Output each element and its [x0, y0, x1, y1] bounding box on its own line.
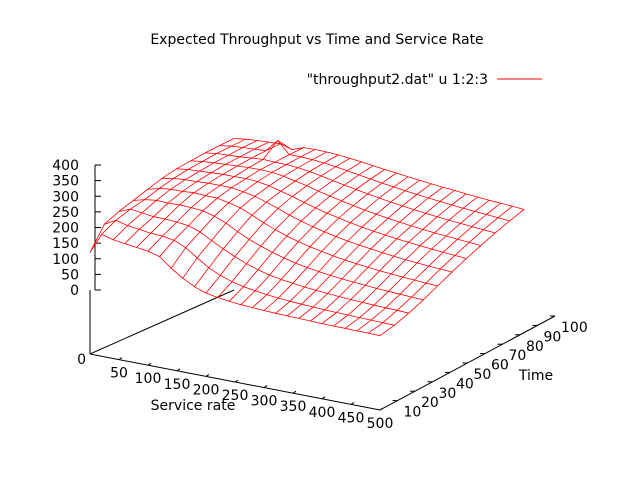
surface-line-rate-420	[333, 196, 478, 327]
x-tick-mark	[263, 385, 268, 389]
x-tick-label: 500	[367, 416, 394, 432]
y-tick-label: 70	[509, 348, 527, 364]
surface-line-time-70	[190, 160, 481, 246]
surface-line-time-80	[205, 152, 496, 234]
y-tick-label: 60	[491, 358, 509, 374]
surface-line-rate-80	[136, 143, 281, 248]
x-tick-mark	[205, 373, 210, 377]
x-tick-label: 300	[251, 394, 278, 410]
x-tick-mark	[147, 362, 152, 366]
z-tick-label: 200	[52, 221, 79, 237]
surface-line-rate-500	[379, 209, 525, 337]
surface-line-rate-40	[112, 140, 258, 241]
surface-line-rate-200	[205, 158, 351, 294]
z-tick-label: 50	[61, 267, 79, 283]
surface-line-time-10	[104, 219, 395, 326]
z-tick-label: 300	[52, 189, 79, 205]
surface-line-time-40	[147, 188, 438, 287]
surface-line-rate-220	[217, 161, 362, 298]
surface-line-rate-100	[147, 140, 293, 252]
surface-line-rate-480	[368, 205, 513, 334]
surface-line-rate-280	[252, 172, 397, 308]
x-tick-label: 250	[222, 388, 249, 404]
y-tick-label: 100	[561, 320, 588, 336]
surface-line-rate-60	[124, 141, 269, 244]
x-tick-mark	[321, 396, 326, 400]
y-tick-label: 90	[544, 329, 562, 345]
x-tick-label: 450	[338, 410, 365, 426]
surface-line-time-100	[233, 138, 525, 210]
base-tick-label: 0	[77, 352, 86, 368]
y-tick-label: 40	[456, 376, 474, 392]
y-tick-label: 30	[439, 386, 457, 402]
surface-line-rate-260	[240, 169, 386, 305]
z-tick-label: 250	[52, 205, 79, 221]
x-tick-mark	[118, 357, 123, 361]
x-tick-label: 200	[193, 382, 220, 398]
surface-line-rate-360	[298, 186, 444, 319]
z-tick-label: 400	[52, 158, 79, 174]
x-axis-label: Service rate	[151, 398, 236, 414]
back-axis-line	[89, 289, 235, 355]
x-tick-mark	[379, 407, 384, 411]
surface-mesh	[89, 138, 525, 337]
surface-line-time-0	[89, 234, 381, 337]
surface-line-rate-240	[228, 165, 374, 302]
y-axis-label: Time	[518, 368, 553, 384]
x-tick-label: 350	[280, 399, 307, 415]
surface-line-time-20	[118, 208, 409, 314]
z-tick-label: 150	[52, 236, 79, 252]
surface-line-rate-140	[170, 149, 316, 269]
surface-line-rate-0	[89, 138, 235, 253]
x-tick-label: 400	[309, 405, 336, 421]
y-tick-label: 10	[404, 405, 422, 421]
y-tick-label: 50	[474, 367, 492, 383]
x-tick-label: 50	[110, 366, 128, 382]
surface-line-time-50	[161, 177, 453, 273]
surface-line-rate-300	[263, 176, 409, 311]
surface-line-rate-340	[286, 183, 432, 317]
x-tick-label: 100	[135, 371, 162, 387]
surface-line-rate-400	[321, 193, 467, 324]
surface-line-rate-20	[101, 138, 246, 235]
x-tick-mark	[292, 390, 297, 394]
surface-line-rate-120	[159, 147, 304, 257]
surface-line-rate-460	[356, 202, 502, 332]
z-tick-label: 350	[52, 174, 79, 190]
surface-line-rate-440	[344, 199, 490, 329]
x-tick-label: 150	[164, 377, 191, 393]
y-tick-label: 20	[421, 395, 439, 411]
surface-line-rate-160	[182, 151, 327, 279]
z-tick-label: 0	[70, 283, 79, 299]
surface-line-rate-320	[275, 179, 420, 314]
surface-line-rate-380	[310, 190, 455, 322]
z-tick-label: 100	[52, 252, 79, 268]
surface-line-time-30	[133, 199, 424, 301]
x-tick-mark	[234, 379, 239, 383]
surface-line-time-90	[219, 140, 510, 222]
surface-line-time-60	[176, 168, 467, 259]
y-tick-label: 80	[526, 339, 544, 355]
x-axis-ticks: 50 100 150 200 250 300 350 400 450 500	[110, 357, 394, 432]
x-tick-mark	[350, 401, 355, 405]
x-tick-mark	[176, 368, 181, 372]
surface-line-rate-180	[194, 154, 339, 287]
chart-title: Expected Throughput vs Time and Service …	[150, 32, 483, 48]
legend-label: "throughput2.dat" u 1:2:3	[307, 72, 488, 88]
